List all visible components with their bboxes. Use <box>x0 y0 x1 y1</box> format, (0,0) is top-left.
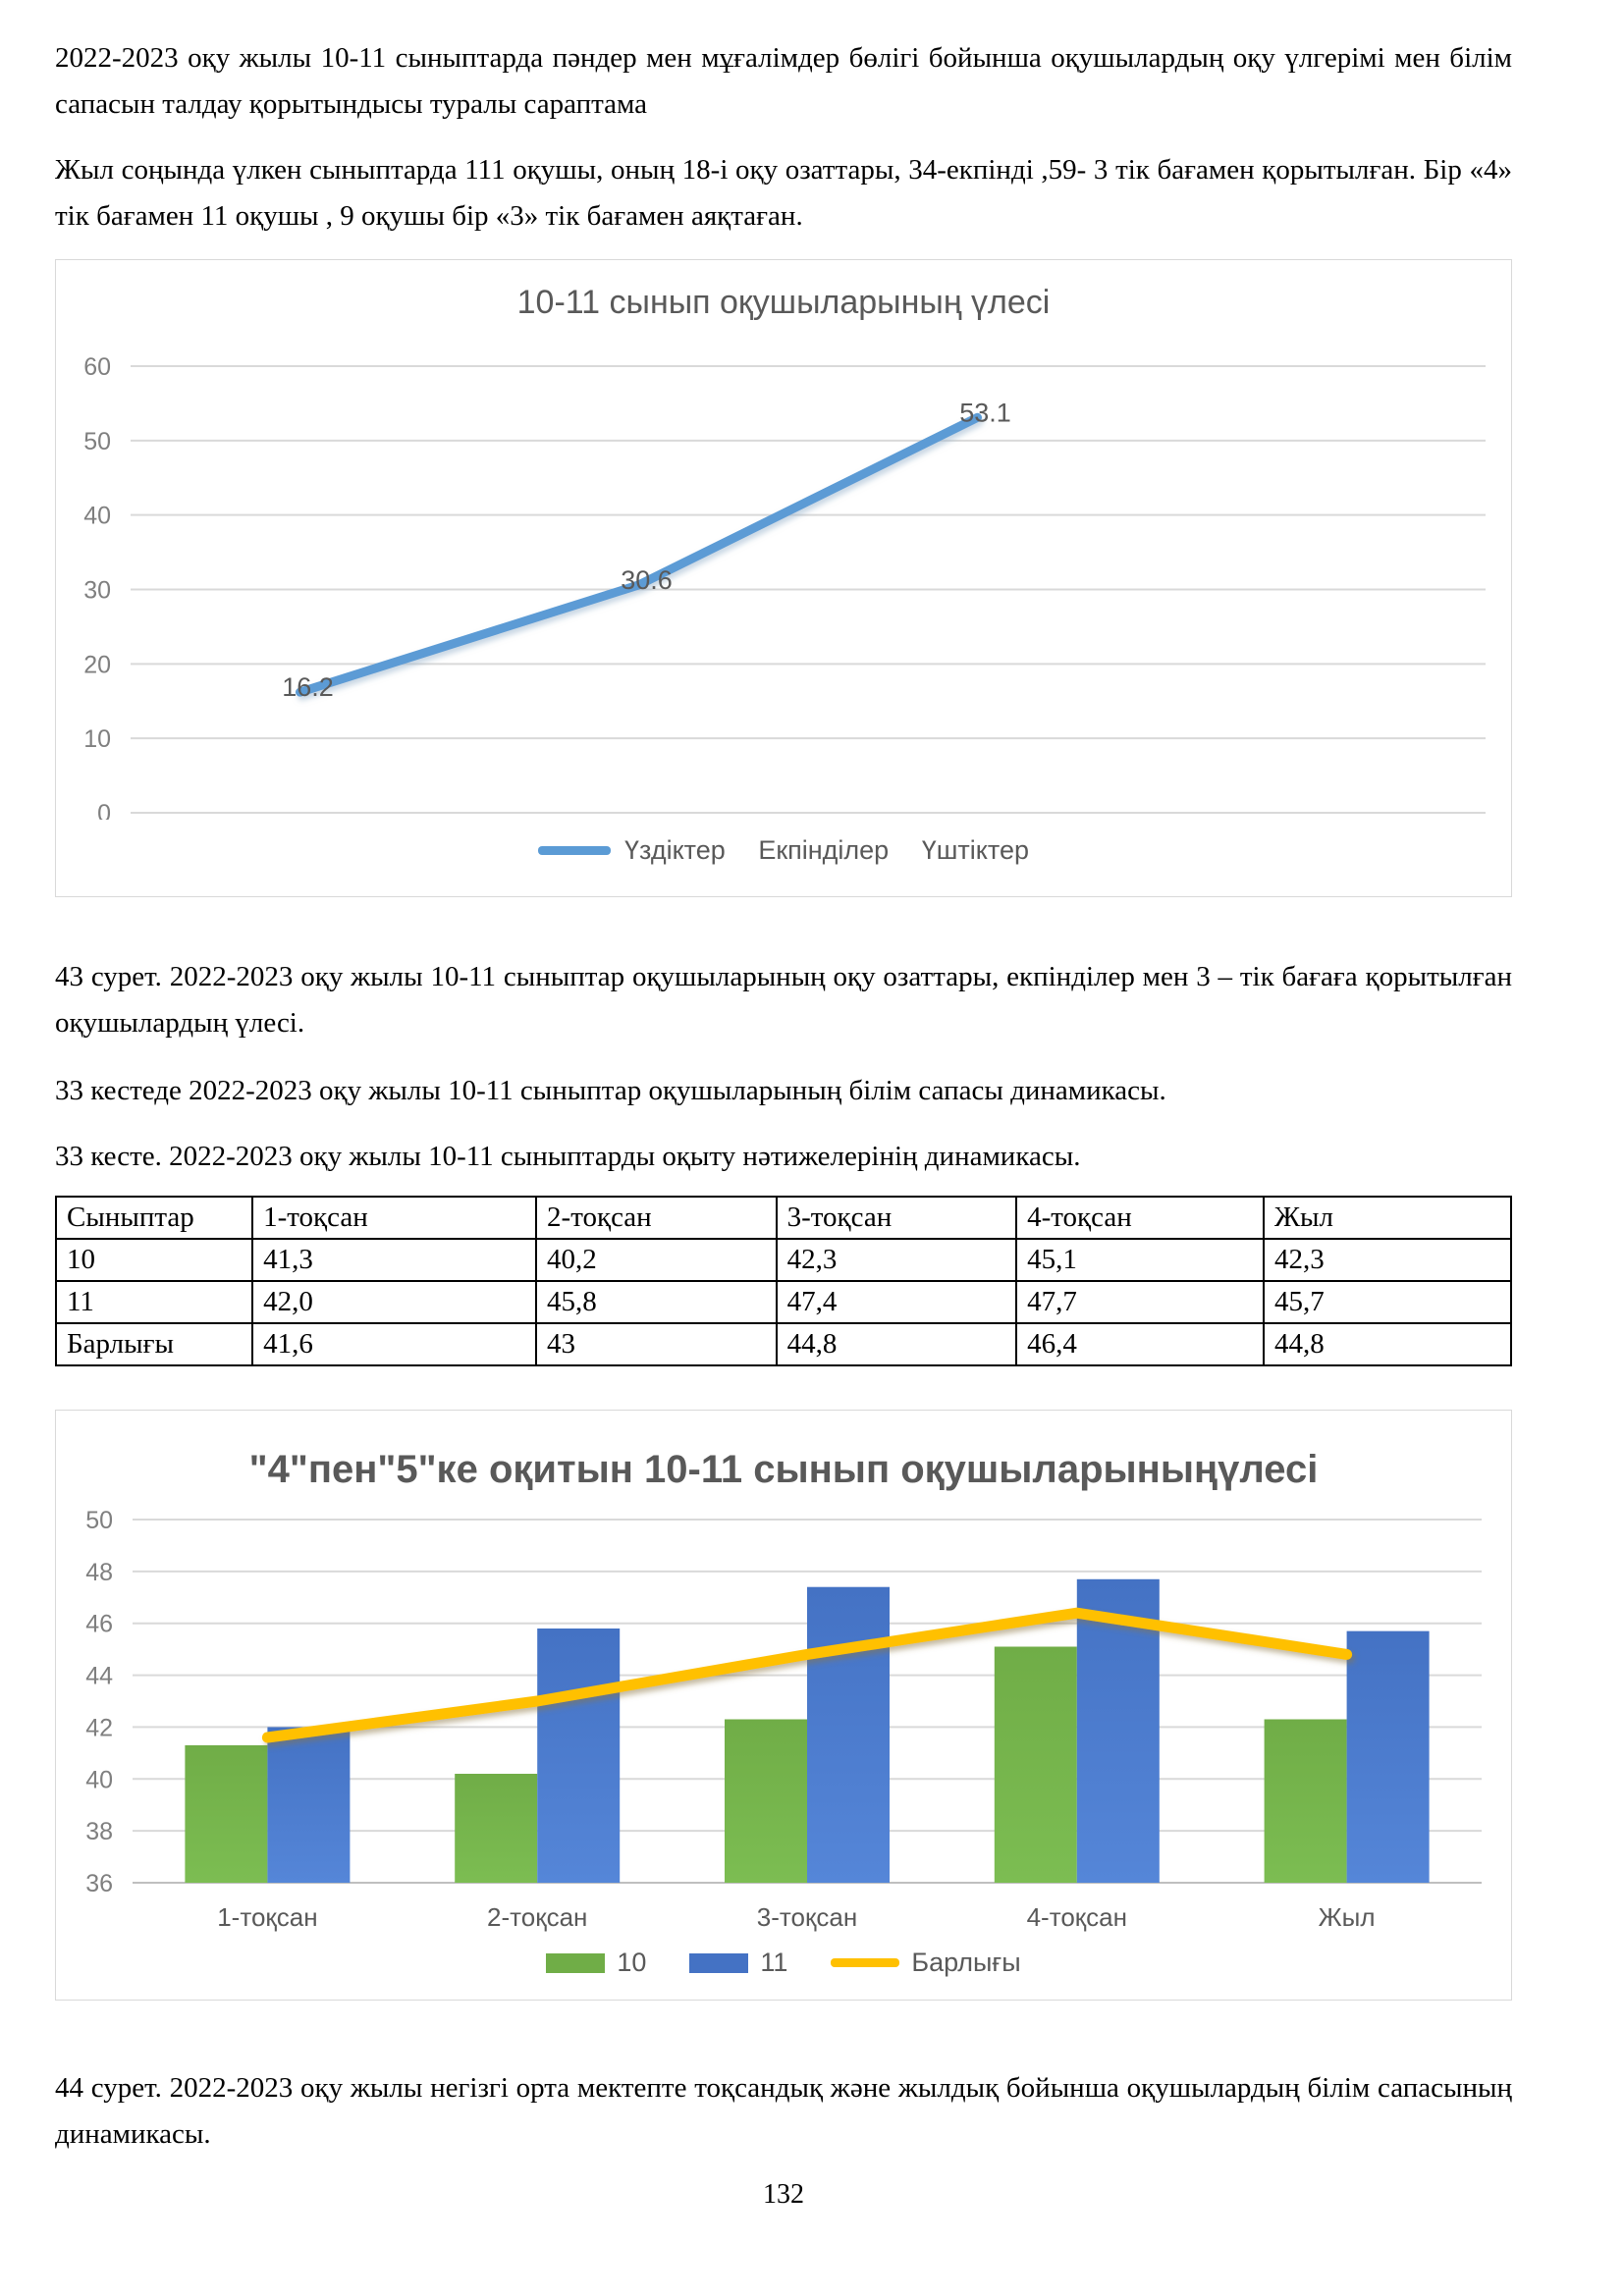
table-row: 11 42,0 45,8 47,4 47,7 45,7 <box>54 1280 1512 1324</box>
line-chart-title: 10-11 сынып оқушыларының үлесі <box>516 284 1051 321</box>
year-end-paragraph: Жыл соңында үлкен сыныптарда 111 оқушы, … <box>55 154 1512 232</box>
svg-text:16.2: 16.2 <box>282 672 334 702</box>
legend-item-ushtikter: Үштіктер <box>921 835 1029 865</box>
svg-text:20: 20 <box>83 651 111 678</box>
table-header-row: Сыныптар 1-тоқсан 2-тоқсан 3-тоқсан 4-тоқсан… <box>54 1196 1512 1240</box>
svg-text:4-тоқсан: 4-тоқсан <box>1027 1902 1127 1932</box>
table-header-cell: 1-тоқсан <box>251 1196 538 1240</box>
table-cell: 10 <box>54 1238 254 1282</box>
legend-swatch-total <box>831 1958 900 1967</box>
legend-item-grade10: 10 <box>546 1948 646 1978</box>
line-chart: 10-11 сынып оқушыларының үлесі 0 10 20 30 40… <box>55 259 1512 897</box>
table-header-cell: 4-тоқсан <box>1015 1196 1266 1240</box>
svg-text:30.6: 30.6 <box>621 565 673 595</box>
results-table: Сыныптар 1-тоқсан 2-тоқсан 3-тоқсан 4-тоқсан… <box>54 1196 1512 1366</box>
legend-line-marker <box>538 846 612 855</box>
table-header-cell: 3-тоқсан <box>775 1196 1018 1240</box>
svg-text:46: 46 <box>85 1611 113 1638</box>
table-cell: 11 <box>54 1280 254 1324</box>
line-chart-plot: 0 10 20 30 40 50 60 16.2 30.6 53.1 <box>83 353 1486 820</box>
table-cell: 44,8 <box>775 1322 1018 1366</box>
legend-swatch-grade11 <box>689 1952 749 1973</box>
svg-text:60: 60 <box>83 353 111 381</box>
table-cell: 42,3 <box>775 1238 1018 1282</box>
line-chart-legend: Үздіктер Екпінділер Үштіктер <box>56 835 1511 866</box>
combo-chart: "4"пен"5"ке оқитын 10-11 сынып оқушылары… <box>55 1410 1512 2001</box>
legend-item-total: Барлығы <box>831 1948 1021 1978</box>
svg-text:1-тоқсан: 1-тоқсан <box>217 1902 317 1932</box>
legend-labels: Үздіктер Екпінділер Үштіктер <box>624 835 1029 866</box>
table-cell: 40,2 <box>535 1238 778 1282</box>
results-table-body: 10 41,3 40,2 42,3 45,1 42,3 11 42,0 45,8 47,4 47,7… <box>54 1238 1512 1366</box>
svg-text:0: 0 <box>97 800 111 820</box>
figure-44-caption: 44 сурет. 2022-2023 оқу жылы негізгі орт… <box>55 2072 1512 2150</box>
figure-43-caption: 43 сурет. 2022-2023 оқу жылы 10-11 сынып… <box>55 961 1512 1039</box>
legend-label-grade10: 10 <box>617 1948 647 1977</box>
svg-text:36: 36 <box>85 1870 113 1897</box>
table-header-cell: 2-тоқсан <box>535 1196 778 1240</box>
table-row: Барлығы 41,6 43 44,8 46,4 44,8 <box>54 1322 1512 1366</box>
page-number: 132 <box>763 2179 804 2210</box>
svg-text:38: 38 <box>85 1818 113 1845</box>
legend-label-grade11: 11 <box>760 1948 788 1977</box>
svg-text:53.1: 53.1 <box>959 398 1011 427</box>
svg-text:44: 44 <box>85 1663 113 1690</box>
table-cell: 47,7 <box>1015 1280 1266 1324</box>
legend-item-uzdikter: Үздіктер <box>624 835 726 865</box>
table-cell: 46,4 <box>1015 1322 1266 1366</box>
legend-label-total: Барлығы <box>911 1948 1021 1977</box>
svg-text:Жыл: Жыл <box>1319 1902 1376 1932</box>
svg-text:48: 48 <box>85 1559 113 1586</box>
intro-paragraph: 2022-2023 оқу жылы 10-11 сыныптарда пәнд… <box>55 42 1512 120</box>
table-cell: 47,4 <box>775 1280 1018 1324</box>
combo-chart-title: "4"пен"5"ке оқитын 10-11 сынып оқушылары… <box>248 1448 1319 1491</box>
svg-text:3-тоқсан: 3-тоқсан <box>757 1902 857 1932</box>
svg-text:40: 40 <box>83 503 111 530</box>
table-cell: 42,0 <box>251 1280 538 1324</box>
svg-text:10: 10 <box>83 725 111 753</box>
svg-text:30: 30 <box>83 577 111 605</box>
table-cell: 45,8 <box>535 1280 778 1324</box>
table-cell: 44,8 <box>1263 1322 1512 1366</box>
table-cell: 41,3 <box>251 1238 538 1282</box>
table-cell: Барлығы <box>54 1322 254 1366</box>
legend-swatch-grade10 <box>546 1952 606 1973</box>
table-cell: 43 <box>535 1322 778 1366</box>
results-table-head: Сыныптар 1-тоқсан 2-тоқсан 3-тоқсан 4-тоқсан… <box>54 1196 1512 1240</box>
table-intro-paragraph: 33 кестеде 2022-2023 оқу жылы 10-11 сыны… <box>55 1075 1166 1106</box>
table-cell: 45,7 <box>1263 1280 1512 1324</box>
svg-text:50: 50 <box>85 1507 113 1534</box>
combo-chart-plot: 36 38 40 42 44 46 48 50 1-тоқсан 2-тоқсан 3-тоқсан… <box>85 1507 1482 1932</box>
table-header-cell: Сыныптар <box>54 1196 254 1240</box>
combo-chart-legend: 10 11 Барлығы <box>56 1948 1511 1978</box>
table-header-cell: Жыл <box>1263 1196 1512 1240</box>
table-cell: 45,1 <box>1015 1238 1266 1282</box>
svg-text:50: 50 <box>83 428 111 455</box>
table-row: 10 41,3 40,2 42,3 45,1 42,3 <box>54 1238 1512 1282</box>
legend-item-ekpindiler: Екпінділер <box>758 835 890 865</box>
table-33-title: 33 кесте. 2022-2023 оқу жылы 10-11 сынып… <box>55 1141 1081 1172</box>
legend-item-grade11: 11 <box>689 1948 787 1978</box>
svg-text:2-тоқсан: 2-тоқсан <box>487 1902 587 1932</box>
svg-text:40: 40 <box>85 1766 113 1793</box>
svg-text:42: 42 <box>85 1714 113 1741</box>
table-cell: 42,3 <box>1263 1238 1512 1282</box>
table-cell: 41,6 <box>251 1322 538 1366</box>
